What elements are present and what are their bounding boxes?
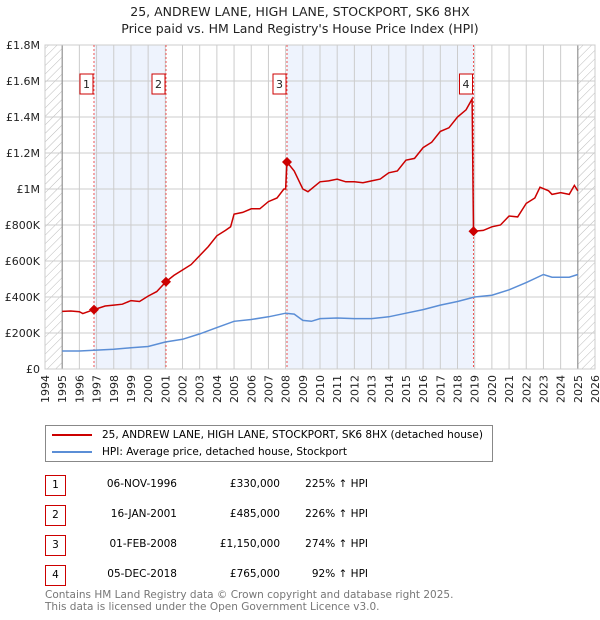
sale-hpi-change: 226% ↑ HPI (305, 508, 368, 520)
sale-date: 06-NOV-1996 (106, 478, 177, 490)
chart-plot: 1994 1995 1996 1997 1998 1999 2000 2001 2002 2003… (5, 39, 600, 403)
x-tick-label: 2012 (348, 375, 361, 403)
chart-subtitle: Price paid vs. HM Land Registry's House … (121, 21, 479, 36)
sale-price: £765,000 (229, 568, 280, 580)
legend-label: 25, ANDREW LANE, HIGH LANE, STOCKPORT, S… (102, 429, 483, 441)
x-tick-label: 2016 (417, 375, 430, 403)
legend-item-property: 25, ANDREW LANE, HIGH LANE, STOCKPORT, S… (46, 427, 483, 443)
sale-price: £1,150,000 (219, 538, 280, 550)
x-tick-label: 2017 (434, 375, 447, 403)
hatched-range (45, 45, 63, 369)
x-tick-label: 2005 (228, 375, 241, 403)
chart-title: 25, ANDREW LANE, HIGH LANE, STOCKPORT, S… (130, 4, 470, 19)
x-tick-label: 2009 (297, 375, 310, 403)
shaded-range (287, 45, 474, 369)
y-tick-label: £600K (5, 255, 41, 268)
x-tick-label: 2014 (383, 375, 396, 403)
x-tick-label: 2006 (245, 375, 258, 403)
sale-price: £485,000 (229, 508, 280, 520)
x-tick-label: 2019 (469, 375, 482, 403)
shaded-range (93, 45, 166, 369)
sale-label-box (458, 73, 473, 95)
footer-line-1: Contains HM Land Registry data © Crown c… (45, 589, 454, 601)
y-tick-label: £1.8M (6, 39, 40, 52)
sale-hpi-change: 92% ↑ HPI (311, 568, 368, 580)
sale-price: £330,000 (229, 478, 280, 490)
sale-hpi-change: 225% ↑ HPI (305, 478, 368, 490)
x-tick-label: 2013 (366, 375, 379, 403)
x-tick-label: 2001 (159, 375, 172, 403)
hatched-range (577, 45, 595, 369)
y-tick-label: £0 (26, 363, 40, 376)
sale-label-box (151, 73, 166, 95)
x-tick-label: 2003 (194, 375, 207, 403)
y-tick-label: £1.6M (6, 75, 40, 88)
x-tick-label: 1996 (73, 375, 86, 403)
legend-label: HPI: Average price, detached house, Stoc… (102, 446, 347, 458)
x-tick-label: 2022 (520, 375, 533, 403)
sale-date: 01-FEB-2008 (109, 538, 177, 550)
x-tick-label: 2002 (177, 375, 190, 403)
sale-label-box (272, 73, 287, 95)
sale-date: 05-DEC-2018 (107, 568, 177, 580)
x-tick-label: 1998 (108, 375, 121, 403)
sale-point (88, 304, 99, 315)
y-tick-label: £1.2M (6, 147, 40, 160)
legend-item-hpi: HPI: Average price, detached house, Stoc… (46, 444, 347, 460)
sale-label-box (79, 73, 94, 95)
x-tick-label: 2023 (537, 375, 550, 403)
sale-label-number: 1 (83, 78, 90, 91)
sale-date: 16-JAN-2001 (110, 508, 177, 520)
sale-row: 3 01-FEB-2008 £1,150,000 274% ↑ HPI (45, 535, 505, 557)
sale-number-badge: 1 (45, 475, 66, 496)
sale-number-badge: 4 (45, 565, 66, 586)
sale-row: 2 16-JAN-2001 £485,000 226% ↑ HPI (45, 505, 505, 527)
x-tick-label: 2015 (400, 375, 413, 403)
sale-number-badge: 2 (45, 505, 66, 526)
legend-swatch-blue (52, 451, 92, 453)
x-tick-label: 2024 (555, 375, 568, 403)
x-tick-label: 1995 (56, 375, 69, 403)
x-tick-label: 2011 (331, 375, 344, 403)
sale-row: 1 06-NOV-1996 £330,000 225% ↑ HPI (45, 475, 505, 497)
chart-legend: 25, ANDREW LANE, HIGH LANE, STOCKPORT, S… (45, 425, 493, 462)
x-tick-label: 2000 (142, 375, 155, 403)
series-line (62, 273, 579, 352)
y-tick-label: £400K (5, 291, 41, 304)
x-tick-label: 1994 (39, 375, 52, 403)
x-tick-label: 2020 (486, 375, 499, 403)
plot-frame (44, 44, 596, 370)
y-tick-label: £1.4M (6, 111, 40, 124)
x-tick-label: 2010 (314, 375, 327, 403)
sale-point (282, 157, 292, 167)
x-tick-label: 2018 (452, 375, 465, 403)
x-tick-label: 2021 (503, 375, 516, 403)
y-tick-label: £200K (5, 327, 41, 340)
sale-label-number: 3 (276, 78, 283, 91)
sale-label-number: 2 (155, 78, 162, 91)
sale-label-number: 4 (462, 78, 469, 91)
sale-hpi-change: 274% ↑ HPI (305, 538, 368, 550)
sale-number-badge: 3 (45, 535, 66, 556)
sale-row: 4 05-DEC-2018 £765,000 92% ↑ HPI (45, 565, 505, 587)
x-tick-label: 2025 (572, 375, 585, 403)
y-tick-label: £800K (5, 219, 41, 232)
series-line (62, 96, 579, 315)
legend-swatch-red (52, 434, 92, 436)
x-tick-label: 1997 (91, 375, 104, 403)
sale-point (161, 276, 171, 287)
y-tick-label: £1M (17, 183, 41, 196)
sale-point (468, 226, 479, 237)
footer-line-2: This data is licensed under the Open Gov… (45, 601, 380, 613)
x-tick-label: 2004 (211, 375, 224, 403)
x-tick-label: 2008 (280, 375, 293, 403)
x-tick-label: 2026 (589, 375, 600, 403)
x-tick-label: 1999 (125, 375, 138, 403)
x-tick-label: 2007 (262, 375, 275, 403)
